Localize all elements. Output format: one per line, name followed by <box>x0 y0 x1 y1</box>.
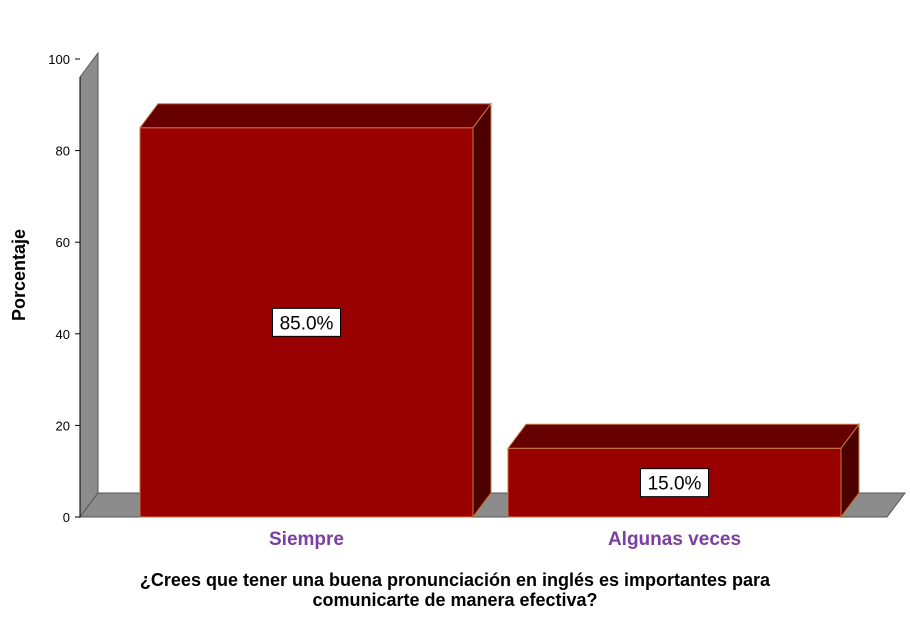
x-category-label: Algunas veces <box>608 529 741 550</box>
bar-1: 85.0% Siempre <box>139 102 492 550</box>
bar-top <box>507 423 860 449</box>
bar-2: 15.0% Algunas veces <box>507 422 860 550</box>
x-category-label: Siempre <box>269 529 344 550</box>
data-label-box <box>640 468 709 498</box>
x-axis-title: ¿Crees que tener una buena pronunciación… <box>0 570 910 610</box>
y-tick-label: 0 <box>63 510 70 525</box>
y-tick-label: 100 <box>48 52 70 67</box>
y-axis-title: Porcentaje <box>9 229 29 321</box>
bar-side <box>840 422 860 519</box>
x-axis-title-line-2: comunicarte de manera efectiva? <box>312 590 598 610</box>
chart-back-wall <box>79 51 99 519</box>
y-tick-label: 80 <box>56 144 70 159</box>
y-tick-label: 60 <box>56 235 70 250</box>
y-tick-label: 20 <box>56 418 70 433</box>
bar-top <box>139 103 492 129</box>
y-tick-label: 40 <box>56 327 70 342</box>
x-axis-title-line-1: ¿Crees que tener una buena pronunciación… <box>139 570 771 590</box>
data-label: 15.0% <box>648 474 702 495</box>
data-label-box <box>272 307 341 337</box>
data-label: 85.0% <box>280 313 334 334</box>
bar-side <box>472 102 492 519</box>
